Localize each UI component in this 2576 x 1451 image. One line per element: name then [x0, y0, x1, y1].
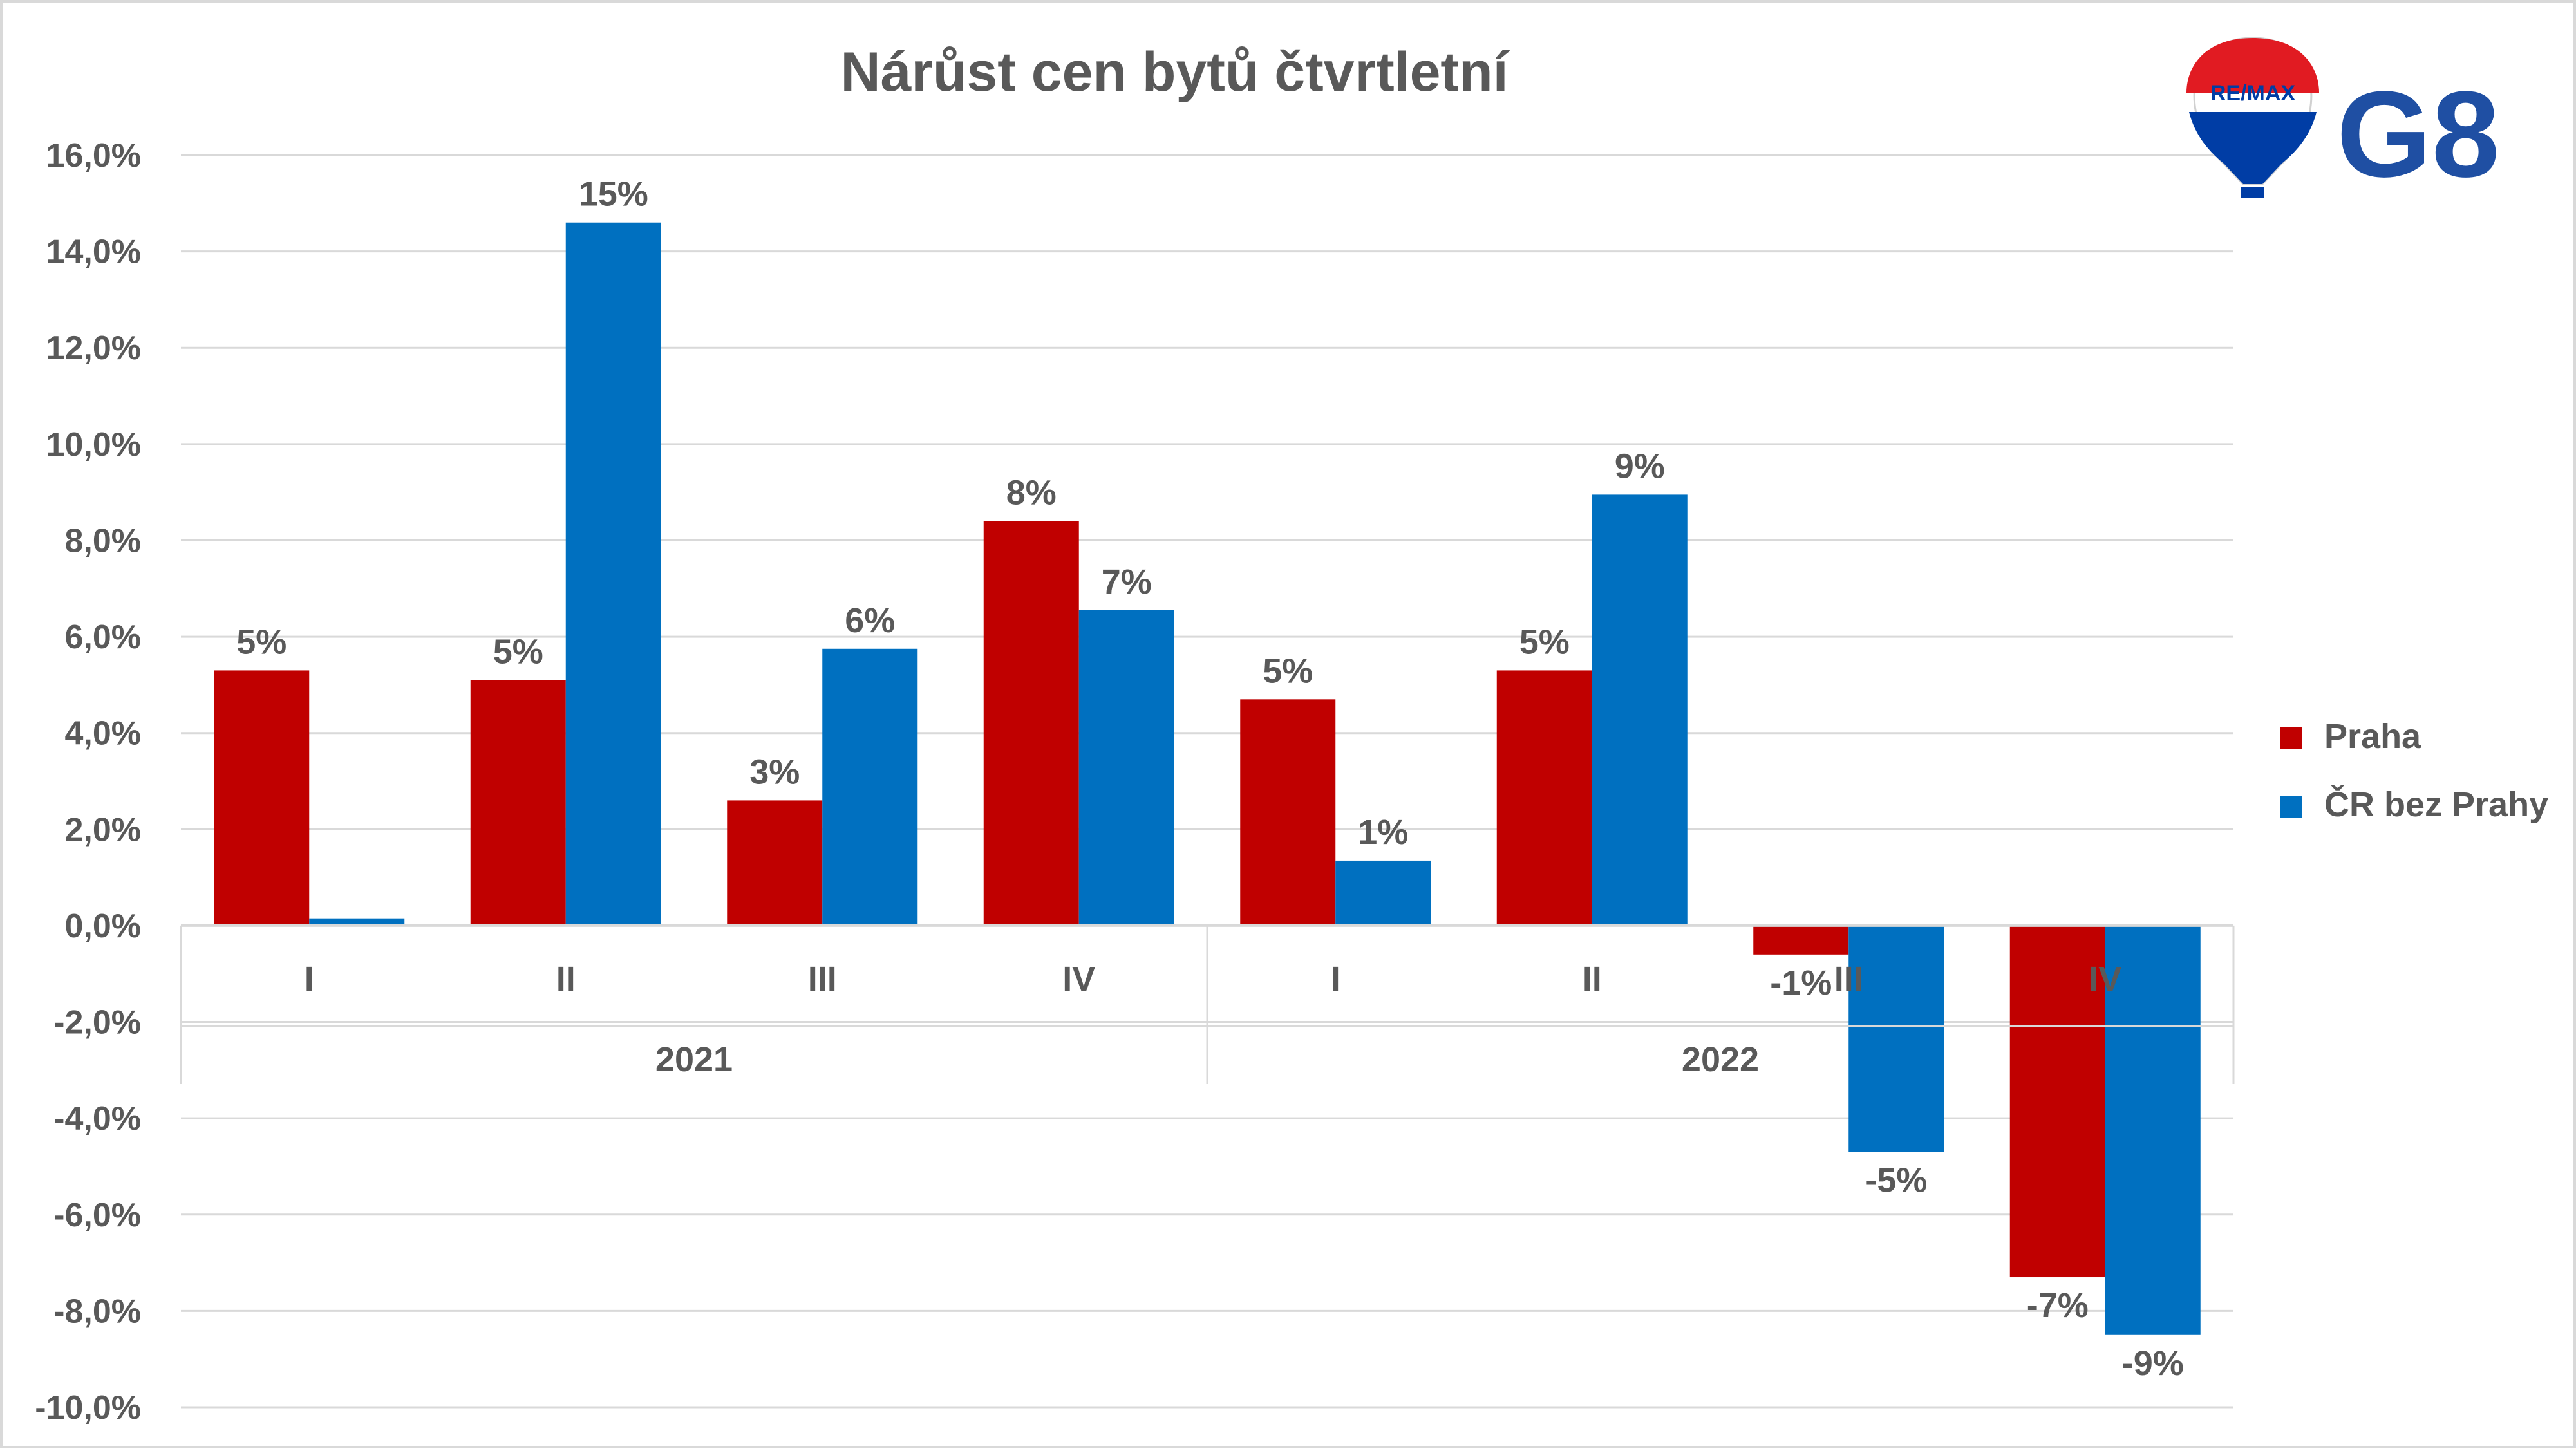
x-category-label: I: [1331, 960, 1340, 998]
x-category-label: I: [305, 960, 314, 998]
remax-brand-text: RE/MAX: [2210, 81, 2296, 106]
bar-cr-bez-prahy: [1335, 860, 1431, 926]
bar-cr-bez-prahy: [1848, 925, 1944, 1152]
bar-chart: Nárůst cen bytů čtvrtletní -10,0% -8,0% -6…: [35, 37, 2548, 1427]
bar-cr-bez-prahy: [1592, 494, 1688, 926]
data-label: 7%: [1102, 563, 1152, 601]
data-label: 9%: [1615, 447, 1665, 485]
y-tick-label: 16,0%: [46, 137, 141, 174]
data-label: 1%: [1358, 813, 1408, 852]
data-label: 15%: [579, 175, 648, 214]
data-label: 3%: [749, 753, 800, 791]
y-tick-label: 10,0%: [46, 426, 141, 463]
legend-swatch: [2280, 727, 2302, 749]
x-category-label: IV: [2089, 960, 2121, 998]
y-tick-label: 6,0%: [64, 619, 141, 656]
x-group-label: 2021: [655, 1040, 733, 1079]
legend: Praha ČR bez Prahy: [2280, 717, 2548, 824]
x-axis-group-labels: 2021 2022: [655, 1040, 1759, 1079]
bar-praha: [1240, 699, 1336, 926]
bar-praha: [1496, 670, 1592, 926]
y-tick-label: 2,0%: [64, 811, 141, 848]
bar-cr-bez-prahy: [2105, 925, 2201, 1335]
remax-balloon-icon: RE/MAX: [2186, 37, 2319, 198]
bar-praha: [983, 521, 1079, 926]
data-label: -5%: [1865, 1161, 1927, 1200]
data-label: 5%: [1519, 623, 1570, 661]
x-category-label: IV: [1062, 960, 1095, 998]
y-tick-label: 14,0%: [46, 234, 141, 271]
bars: [214, 222, 2201, 1335]
data-label: -7%: [2027, 1286, 2089, 1325]
y-axis-tick-labels: -10,0% -8,0% -6,0% -4,0% -2,0% 0,0% 2,0% 4,0% 6,…: [35, 137, 141, 1427]
bar-praha: [470, 680, 566, 926]
data-label: 5%: [493, 632, 543, 671]
bar-praha: [1753, 925, 1849, 955]
data-labels: 5% 5% 3% 8% 5% 5% -1% -7% 15% 6% 7% 1% 9% -5% -9%: [236, 175, 2184, 1383]
bar-cr-bez-prahy: [1078, 610, 1174, 926]
data-label: 8%: [1006, 474, 1057, 512]
legend-swatch: [2280, 796, 2302, 818]
bar-cr-bez-prahy: [565, 222, 661, 926]
data-label: 6%: [845, 601, 895, 640]
bar-cr-bez-prahy: [309, 918, 405, 926]
y-tick-label: 12,0%: [46, 330, 141, 367]
x-group-label: 2022: [1682, 1040, 1759, 1079]
y-tick-label: -4,0%: [53, 1100, 141, 1137]
bar-praha: [2009, 925, 2105, 1278]
legend-entry: ČR bez Prahy: [2324, 785, 2548, 824]
data-label: 5%: [1263, 651, 1313, 690]
x-category-label: II: [556, 960, 576, 998]
y-tick-label: -10,0%: [35, 1389, 141, 1427]
chart-title: Nárůst cen bytů čtvrtletní: [841, 41, 1510, 103]
bar-cr-bez-prahy: [822, 648, 918, 926]
x-category-label: III: [808, 960, 837, 998]
data-label: -1%: [1770, 964, 1832, 1002]
x-category-label: II: [1583, 960, 1602, 998]
remax-g8-logo: RE/MAX G8: [2186, 37, 2499, 203]
data-label: -9%: [2122, 1344, 2184, 1383]
y-tick-label: -6,0%: [53, 1197, 141, 1234]
legend-entry: Praha: [2324, 717, 2421, 756]
bar-praha: [727, 800, 823, 926]
y-tick-label: -8,0%: [53, 1293, 141, 1330]
y-tick-label: 8,0%: [64, 522, 141, 559]
y-tick-label: 0,0%: [64, 908, 141, 945]
x-axis-category-labels: I II III IV I II III IV: [305, 960, 2122, 998]
data-label: 5%: [236, 623, 287, 661]
bar-praha: [214, 670, 310, 926]
category-axis: [180, 924, 2235, 1084]
y-tick-label: 4,0%: [64, 715, 141, 753]
g8-logo-text: G8: [2336, 66, 2499, 203]
x-category-label: III: [1834, 960, 1863, 998]
y-tick-label: -2,0%: [53, 1004, 141, 1042]
